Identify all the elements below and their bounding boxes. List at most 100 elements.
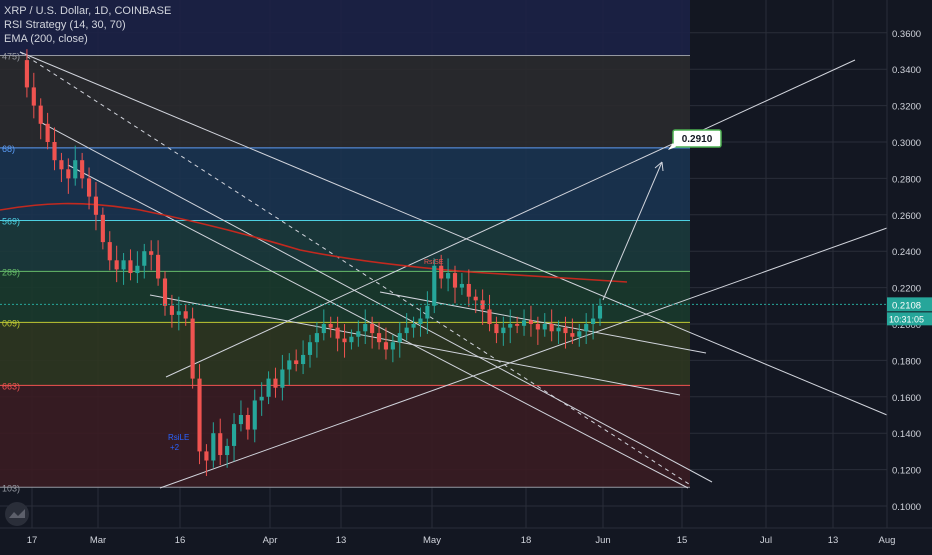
- fib-zone-6: [0, 385, 690, 488]
- trend-line-1: [41, 122, 713, 483]
- tradingview-logo-icon[interactable]: [5, 502, 29, 526]
- candle-body-16: [128, 260, 133, 274]
- x-tick-label-1: Mar: [90, 535, 106, 546]
- candle-body-58: [418, 318, 423, 324]
- trend-line-3: [149, 294, 681, 396]
- candle-body-68: [487, 309, 492, 324]
- current-price-tag-text: 0.2108: [892, 300, 921, 311]
- candle-body-46: [335, 327, 340, 339]
- x-tick-label-3: Apr: [263, 535, 278, 546]
- candle-body-14: [114, 260, 119, 270]
- x-tick-label-4: 13: [336, 535, 347, 546]
- candle-body-36: [266, 378, 271, 397]
- candle-body-61: [439, 265, 444, 279]
- candle-body-40: [294, 360, 299, 365]
- candle-body-34: [252, 400, 257, 430]
- candle-body-75: [535, 324, 540, 330]
- candle-body-84: [597, 305, 603, 319]
- rsi-strategy-label[interactable]: RSI Strategy (14, 30, 70): [4, 19, 126, 31]
- projection-arrow-line: [602, 161, 663, 301]
- candle-body-73: [521, 320, 527, 326]
- candle-body-32: [238, 415, 244, 425]
- countdown-tag-text: 10:31:05: [889, 314, 924, 324]
- y-tick-label-12: 0.1200: [892, 466, 921, 477]
- y-tick-label-13: 0.1000: [892, 502, 921, 513]
- fib-label-0: 475): [2, 52, 20, 62]
- candle-body-25: [190, 318, 195, 379]
- candle-body-23: [176, 311, 181, 315]
- fib-label-6: 103): [2, 483, 20, 493]
- candle-body-77: [549, 324, 554, 332]
- x-tick-label-9: Jul: [760, 535, 772, 546]
- candle-body-65: [466, 283, 471, 297]
- candle-body-2: [31, 87, 36, 106]
- target-label-box: [672, 129, 722, 148]
- candle-body-26: [197, 378, 202, 452]
- y-tick-label-5: 0.2600: [892, 211, 921, 222]
- candle-body-41: [301, 354, 306, 365]
- price-axis-bg: [887, 0, 932, 528]
- candle-body-45: [328, 324, 333, 328]
- candle-body-62: [446, 273, 451, 279]
- chart-legend: XRP / U.S. Dollar, 1D, COINBASE RSI Stra…: [4, 4, 171, 46]
- fib-label-4: 009): [2, 318, 20, 328]
- fib-label-5: 663): [2, 381, 20, 391]
- candle-body-53: [383, 342, 389, 350]
- x-tick-label-5: May: [423, 535, 441, 546]
- candle-body-10: [86, 178, 92, 197]
- x-tick-label-2: 16: [175, 535, 186, 546]
- candle-body-66: [473, 296, 478, 301]
- x-tick-label-11: Aug: [879, 535, 896, 546]
- trend-line-2: [67, 164, 689, 489]
- fib-zone-0: [0, 0, 690, 56]
- candle-body-51: [370, 324, 375, 334]
- fib-label-2: 569): [2, 216, 20, 226]
- candle-body-59: [425, 305, 430, 319]
- y-tick-label-10: 0.1600: [892, 393, 921, 404]
- rsi-long-entry-label: RsiLE: [168, 433, 189, 442]
- current-price-tag: [887, 297, 932, 312]
- candle-body-18: [142, 251, 147, 266]
- symbol-title[interactable]: XRP / U.S. Dollar, 1D, COINBASE: [4, 5, 172, 17]
- countdown-tag: [887, 312, 932, 326]
- projection-arrow-head: [654, 161, 664, 172]
- candle-body-39: [287, 360, 292, 370]
- candle-body-83: [591, 318, 596, 324]
- x-tick-label-7: Jun: [595, 535, 610, 546]
- candle-body-44: [321, 324, 326, 334]
- candle-body-47: [342, 338, 347, 343]
- y-tick-label-4: 0.2800: [892, 174, 921, 185]
- candle-body-43: [314, 333, 319, 343]
- candle-body-78: [556, 327, 561, 332]
- candle-body-8: [73, 160, 78, 179]
- ema-label[interactable]: EMA (200, close): [4, 33, 88, 45]
- candle-body-33: [245, 415, 250, 430]
- candle-body-12: [100, 214, 105, 243]
- candle-body-29: [218, 433, 223, 456]
- candle-body-22: [169, 305, 174, 315]
- candle-body-30: [225, 445, 230, 456]
- candle-body-15: [121, 260, 126, 270]
- candle-body-74: [528, 320, 534, 324]
- fib-label-1: 68): [2, 144, 15, 154]
- candle-body-31: [231, 424, 237, 446]
- y-tick-label-8: 0.2000: [892, 320, 921, 331]
- candle-body-48: [349, 336, 354, 343]
- candle-body-24: [183, 311, 188, 319]
- x-tick-label-10: 13: [828, 535, 839, 546]
- x-tick-label-8: 15: [677, 535, 688, 546]
- ema-200-line: [0, 202, 628, 283]
- candle-body-4: [45, 123, 50, 142]
- candle-body-28: [211, 433, 216, 461]
- candle-body-27: [204, 451, 209, 461]
- candle-body-5: [52, 142, 57, 161]
- rsi-long-entry-sub: +2: [170, 443, 180, 452]
- candle-body-81: [577, 331, 582, 337]
- candle-body-52: [376, 333, 382, 343]
- trend-line-4: [159, 227, 888, 489]
- candle-body-69: [494, 324, 499, 334]
- candle-body-56: [404, 327, 409, 334]
- fib-zone-1: [0, 55, 690, 148]
